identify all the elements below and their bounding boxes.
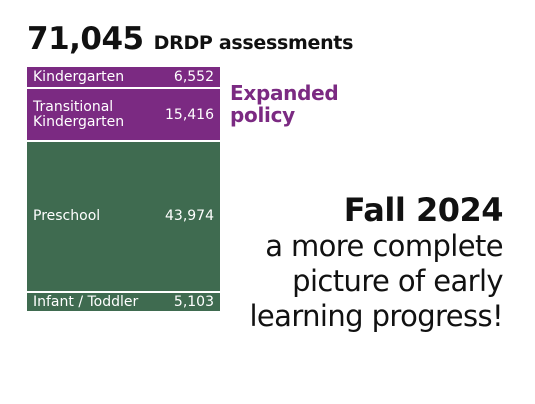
total-assessments: 71,045 (27, 21, 144, 57)
chart-headline: 71,045 DRDP assessments (27, 24, 353, 55)
bar-segment-preschool: Preschool 43,974 (27, 142, 220, 293)
bar-segment-infant-toddler: Infant / Toddler 5,103 (27, 293, 220, 311)
segment-label: Infant / Toddler (33, 293, 139, 310)
bar-segment-transitional-kindergarten: Transitional Kindergarten 15,416 (27, 89, 220, 143)
segment-value: 5,103 (173, 293, 214, 310)
segment-value: 15,416 (165, 106, 214, 123)
segment-value: 43,974 (165, 208, 214, 225)
message-line-3: learning progress! (249, 298, 503, 333)
bar-segment-kindergarten: Kindergarten 6,552 (27, 67, 220, 90)
segment-label: Transitional Kindergarten (33, 99, 125, 130)
message-title: Fall 2024 (343, 191, 504, 229)
total-assessments-unit: DRDP assessments (153, 32, 354, 54)
fall-2024-message: Fall 2024 a more complete picture of ear… (203, 191, 504, 334)
segment-value: 6,552 (173, 68, 214, 85)
segment-label: Preschool (33, 208, 101, 225)
message-line-1: a more complete (265, 228, 503, 263)
segment-label: Kindergarten (33, 68, 125, 85)
message-line-2: picture of early (292, 263, 503, 298)
stacked-bar: Kindergarten 6,552 Transitional Kindergart… (27, 67, 220, 311)
expanded-policy-annotation: Expanded policy (230, 81, 339, 128)
